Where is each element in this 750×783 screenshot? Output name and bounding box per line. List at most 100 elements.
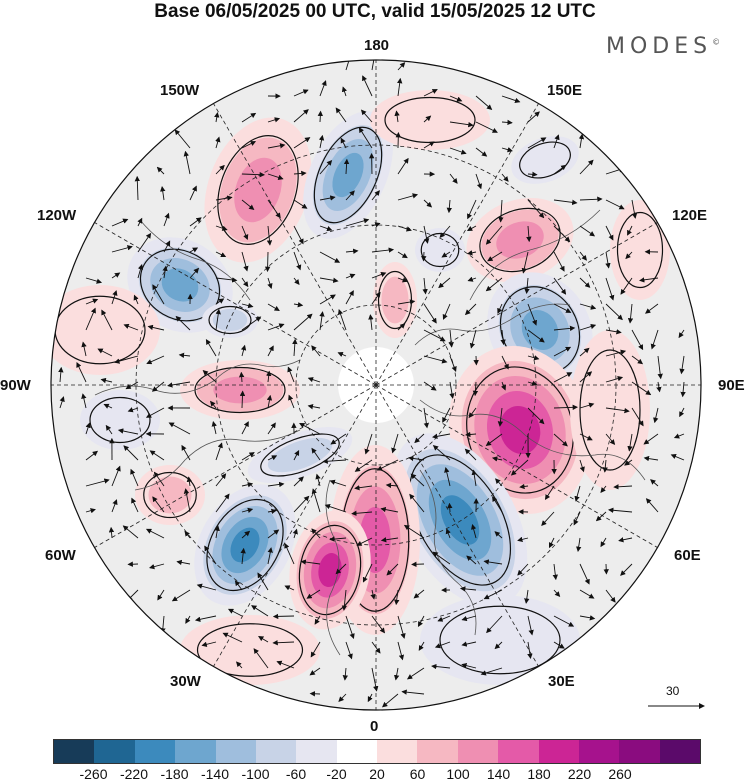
wind-vector: [600, 485, 607, 493]
anomaly-contour: [381, 276, 409, 324]
wind-vector: [394, 110, 400, 123]
wind-vector: [264, 251, 271, 273]
height-contour: [479, 207, 561, 273]
wind-vector: [397, 615, 406, 639]
wind-vector: [335, 107, 347, 123]
wind-vector: [81, 341, 87, 357]
colorbar-swatch: [578, 740, 620, 763]
lon-label-0: 0: [370, 718, 379, 735]
wind-vector: [548, 537, 555, 549]
wind-vector: [241, 112, 257, 123]
colorbar-tick-label: 180: [527, 766, 551, 782]
map-title: Base 06/05/2025 00 UTC, valid 15/05/2025…: [154, 1, 596, 22]
wind-vector: [85, 508, 96, 514]
anomaly-contour: [80, 390, 160, 450]
wind-vector: [673, 433, 685, 439]
wind-vector: [631, 407, 644, 427]
height-contour: [260, 433, 340, 477]
wind-vector: [215, 442, 223, 461]
wind-vector: [58, 366, 64, 383]
height-contour: [616, 211, 664, 289]
wind-vector: [329, 536, 347, 542]
wind-vector: [319, 294, 336, 305]
wind-vector: [354, 459, 373, 472]
wind-vector: [421, 251, 427, 262]
anomaly-contour: [521, 309, 559, 351]
lon-label-180: 180: [364, 37, 390, 54]
wind-vector: [149, 450, 165, 461]
wind-vector: [465, 431, 477, 438]
wind-vector: [284, 585, 295, 591]
lon-label-150w: 150W: [160, 82, 200, 99]
wind-vector: [85, 422, 91, 435]
wind-vector: [644, 303, 659, 314]
wind-vector: [293, 170, 307, 177]
wind-vector: [342, 667, 348, 681]
wind-vector: [527, 199, 545, 219]
wind-vector: [670, 454, 685, 461]
wind-vector: [85, 307, 96, 331]
wind-vector: [423, 89, 438, 97]
wind-vector: [605, 329, 622, 335]
wind-vector: [103, 403, 113, 409]
wind-vector: [227, 608, 243, 617]
wind-vector: [364, 433, 373, 455]
wind-vector: [475, 147, 488, 157]
colorbar-swatch: [538, 740, 579, 763]
wind-vector: [111, 218, 129, 227]
anomaly-contour: [415, 228, 465, 272]
wind-vector: [319, 225, 333, 232]
wind-vector: [553, 325, 576, 332]
wind-vector: [171, 589, 191, 602]
meridian-line: [375, 384, 539, 667]
wind-vector: [196, 583, 217, 591]
wind-vector: [397, 641, 405, 661]
wind-vector: [620, 563, 633, 576]
brand-logo: MODES©: [606, 34, 721, 59]
wind-vector: [605, 433, 616, 445]
wind-vector: [345, 290, 354, 305]
wind-vector: [397, 277, 408, 283]
wind-vector: [438, 277, 451, 289]
wind-vector: [605, 225, 614, 241]
wind-vector: [461, 641, 477, 647]
wind-vector: [492, 496, 503, 513]
wind-vector: [397, 62, 406, 71]
wind-vector: [111, 272, 121, 279]
wind-vector: [501, 173, 509, 182]
wind-vector: [553, 372, 573, 383]
wind-vector: [176, 559, 191, 566]
wind-vector: [319, 277, 339, 283]
wind-vector: [578, 133, 585, 149]
wind-vector: [491, 456, 503, 462]
colorbar-tick-label: -260: [79, 766, 108, 782]
wind-vector: [486, 615, 503, 634]
lon-label-150e: 150E: [547, 82, 583, 99]
wind-vector: [517, 536, 529, 543]
wind-vector: [127, 407, 139, 413]
wind-vector: [544, 485, 555, 501]
wind-vector: [527, 303, 538, 326]
wind-vector: [267, 303, 280, 311]
wind-vector: [293, 476, 304, 487]
wind-vector: [204, 545, 217, 565]
wind-vector: [134, 175, 141, 201]
wind-vector: [149, 563, 165, 570]
wind-vector: [267, 173, 284, 180]
wind-vector: [678, 329, 685, 339]
wind-vector: [266, 225, 273, 246]
wind-vector: [541, 511, 555, 527]
colorbar-swatch: [255, 740, 297, 763]
wind-vector: [85, 298, 99, 305]
wind-vector: [501, 95, 521, 104]
wind-vector: [553, 164, 567, 175]
wind-vector: [579, 277, 591, 288]
wind-vector: [215, 308, 221, 331]
wind-vector: [475, 95, 493, 110]
wind-vector: [625, 251, 633, 260]
wind-vector: [406, 667, 425, 680]
wind-vector: [293, 251, 302, 271]
wind-vector: [602, 459, 608, 473]
wind-vector: [240, 344, 247, 357]
wind-vector: [160, 186, 166, 201]
